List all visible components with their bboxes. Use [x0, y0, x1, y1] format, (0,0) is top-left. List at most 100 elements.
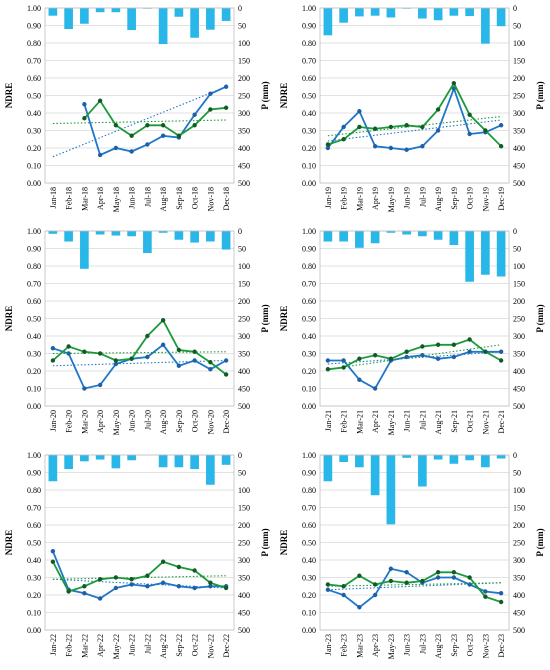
precipitation-bar — [386, 455, 396, 525]
y2-tick-label: 300 — [238, 556, 250, 565]
data-point — [192, 112, 197, 117]
precipitation-bar — [481, 455, 490, 468]
precipitation-bar — [221, 8, 231, 21]
x-tick-label: Mar-21 — [355, 410, 364, 434]
data-point — [451, 81, 457, 86]
chart-panel-2022: 0.00 0.10 0.20 0.30 0.40 0.50 0.60 0.70 0.80 0.90… — [4, 451, 270, 659]
y-tick-label: 0.30 — [27, 574, 41, 583]
y-tick-label: 0.60 — [302, 521, 316, 530]
x-tick-label: Oct-21 — [466, 410, 475, 432]
y2-tick-label: 500 — [238, 179, 250, 188]
y-tick-label: 0.20 — [302, 591, 316, 600]
y2-tick-label: 450 — [513, 162, 525, 171]
x-tick-label: Jan-19 — [324, 187, 333, 208]
data-point — [176, 564, 182, 570]
precipitation-bar — [323, 8, 333, 36]
y-axis-title: NDRE — [279, 306, 289, 332]
y-tick-label: 1.00 — [302, 451, 316, 460]
y-tick-label: 0.10 — [302, 385, 316, 394]
precipitation-bar — [206, 455, 215, 485]
y2-tick-label: 500 — [513, 402, 525, 411]
x-tick-label: Dec-19 — [497, 187, 506, 211]
x-tick-label: Apr-18 — [96, 187, 105, 210]
data-point — [435, 570, 441, 575]
y2-tick-label: 500 — [238, 626, 250, 635]
y2-tick-label: 50 — [238, 469, 246, 478]
precipitation-bar — [221, 455, 231, 465]
x-tick-label: Sep-23 — [450, 634, 459, 657]
y-tick-label: 0.60 — [27, 297, 41, 306]
data-point — [483, 128, 488, 133]
x-tick-label: Apr-20 — [96, 410, 105, 433]
data-point — [404, 570, 409, 575]
x-tick-label: Jul-23 — [418, 634, 427, 654]
x-tick-label: Jan-22 — [49, 634, 58, 655]
x-tick-label: Feb-21 — [340, 410, 349, 433]
data-point — [82, 116, 87, 121]
x-tick-label: Sep-21 — [450, 410, 459, 433]
y-tick-label: 0.10 — [302, 162, 316, 171]
data-point — [176, 133, 182, 138]
data-point — [357, 356, 362, 361]
y2-tick-label: 200 — [513, 297, 525, 306]
x-tick-label: Jul-19 — [418, 187, 427, 207]
y2-axis-title: P (mm) — [535, 528, 545, 556]
trend-line — [327, 119, 502, 142]
data-point — [325, 142, 331, 147]
y2-tick-label: 200 — [513, 521, 525, 530]
y2-tick-label: 250 — [513, 315, 525, 324]
y-tick-label: 0.10 — [27, 162, 41, 171]
precipitation-bar — [418, 8, 427, 19]
data-point — [160, 318, 166, 323]
x-tick-label: Aug-22 — [159, 634, 168, 658]
data-point — [498, 144, 504, 149]
y-tick-label: 0.40 — [302, 332, 316, 341]
data-point — [129, 577, 134, 582]
data-point — [223, 358, 229, 363]
x-tick-label: Feb-20 — [65, 410, 74, 433]
y2-axis-title: P (mm) — [535, 304, 545, 332]
y2-tick-label: 250 — [238, 92, 250, 101]
data-point — [498, 349, 504, 354]
series-line — [83, 85, 227, 157]
trend-line — [52, 575, 227, 580]
x-tick-label: May-20 — [112, 410, 121, 435]
y-tick-label: 0.60 — [27, 521, 41, 530]
data-point — [498, 599, 504, 605]
x-tick-label: Oct-19 — [466, 187, 475, 209]
data-point — [451, 354, 457, 360]
y-tick-label: 0.80 — [302, 39, 316, 48]
precipitation-bar — [465, 8, 474, 17]
y2-tick-label: 100 — [238, 486, 250, 495]
y2-tick-label: 500 — [513, 626, 525, 635]
data-point — [66, 351, 71, 356]
data-point — [208, 360, 213, 365]
precipitation-bar — [418, 231, 427, 237]
y2-axis-title: P (mm) — [260, 81, 270, 109]
data-point — [467, 131, 472, 137]
data-point — [341, 592, 346, 598]
x-tick-label: Jun-22 — [128, 634, 137, 656]
precipitation-bar — [64, 8, 73, 29]
data-point — [160, 123, 166, 128]
y2-tick-label: 300 — [513, 556, 525, 565]
y-tick-label: 0.40 — [27, 109, 41, 118]
data-point — [451, 342, 457, 347]
data-point — [325, 587, 331, 592]
y-tick-label: 0.60 — [302, 74, 316, 83]
data-point — [145, 584, 150, 589]
data-point — [357, 573, 362, 578]
precipitation-bar — [158, 455, 168, 468]
y-tick-label: 0.10 — [27, 609, 41, 618]
data-point — [66, 589, 71, 594]
y-tick-label: 0.90 — [302, 245, 316, 254]
x-tick-label: Jun-18 — [128, 187, 137, 209]
plot-border — [319, 7, 510, 184]
data-point — [82, 386, 87, 391]
data-point — [341, 124, 346, 130]
data-point — [97, 351, 103, 356]
data-point — [498, 358, 504, 363]
data-point — [208, 91, 213, 96]
y2-tick-label: 400 — [238, 367, 250, 376]
y2-tick-label: 350 — [238, 350, 250, 359]
